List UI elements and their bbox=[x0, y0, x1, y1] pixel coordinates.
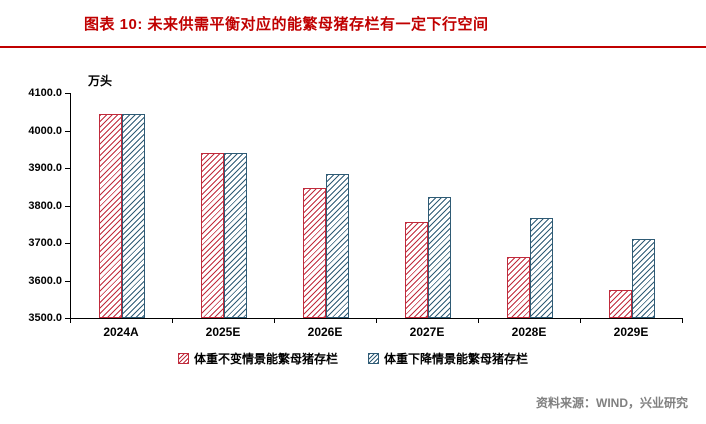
y-tick-mark bbox=[65, 130, 70, 132]
y-tick-mark bbox=[65, 243, 70, 244]
y-axis-unit-label: 万头 bbox=[88, 74, 113, 88]
bar-2027E-series2 bbox=[428, 196, 451, 318]
x-tick-mark bbox=[682, 319, 683, 323]
source-note: 资料来源：WIND，兴业研究 bbox=[536, 396, 688, 410]
legend-item-series1: 体重不变情景能繁母猪存栏 bbox=[177, 350, 338, 367]
bar-2028E-series2 bbox=[530, 218, 553, 318]
bar-2029E-series2 bbox=[632, 239, 655, 318]
y-tick-label-4000.0: 4000.0 bbox=[28, 124, 62, 137]
y-tick-mark bbox=[65, 318, 70, 319]
x-axis-label-2026E: 2026E bbox=[307, 325, 343, 339]
x-axis-label-2027E: 2027E bbox=[409, 325, 445, 339]
legend-marker-icon bbox=[177, 353, 189, 364]
x-tick-mark bbox=[172, 319, 173, 323]
legend-marker-icon bbox=[368, 353, 379, 364]
bar-2028E-series1 bbox=[507, 256, 530, 318]
x-axis-label-2025E: 2025E bbox=[205, 325, 241, 339]
y-tick-mark bbox=[65, 93, 70, 94]
x-tick-mark bbox=[580, 319, 581, 323]
bar-2025E-series1 bbox=[201, 153, 224, 318]
x-axis-label-2024A: 2024A bbox=[103, 325, 139, 339]
y-tick-mark bbox=[65, 280, 70, 282]
bar-2024A-series1 bbox=[99, 114, 122, 318]
title-divider bbox=[0, 46, 706, 48]
bar-2026E-series1 bbox=[303, 188, 326, 318]
legend-label: 体重不变情景能繁母猪存栏 bbox=[193, 352, 338, 366]
legend-item-series2: 体重下降情景能繁母猪存栏 bbox=[368, 350, 528, 367]
bar-2027E-series1 bbox=[405, 222, 428, 318]
y-tick-label-3500.0: 3500.0 bbox=[28, 312, 62, 324]
x-tick-mark bbox=[274, 319, 275, 323]
y-tick-label-4100.0: 4100.0 bbox=[28, 87, 62, 99]
x-tick-mark bbox=[70, 319, 71, 323]
legend: 体重不变情景能繁母猪存栏 体重下降情景能繁母猪存栏 bbox=[0, 350, 706, 367]
y-tick-label-3900.0: 3900.0 bbox=[28, 162, 62, 174]
y-tick-mark bbox=[65, 168, 70, 169]
x-tick-mark bbox=[478, 319, 479, 323]
figure-title: 图表 10: 未来供需平衡对应的能繁母猪存栏有一定下行空间 bbox=[84, 16, 489, 33]
x-tick-mark bbox=[376, 319, 377, 323]
y-tick-label-3700.0: 3700.0 bbox=[28, 237, 62, 249]
x-axis-label-2029E: 2029E bbox=[613, 325, 649, 339]
y-tick-mark bbox=[65, 205, 70, 207]
bar-2024A-series2 bbox=[122, 114, 145, 318]
bar-2025E-series2 bbox=[224, 152, 247, 318]
y-tick-label-3800.0: 3800.0 bbox=[28, 199, 62, 212]
bar-2026E-series2 bbox=[326, 174, 349, 318]
legend-label: 体重下降情景能繁母猪存栏 bbox=[384, 352, 529, 366]
y-tick-label-3600.0: 3600.0 bbox=[28, 274, 62, 287]
plot-area bbox=[70, 93, 683, 319]
bar-2029E-series1 bbox=[609, 289, 632, 318]
x-axis-label-2028E: 2028E bbox=[511, 325, 547, 339]
